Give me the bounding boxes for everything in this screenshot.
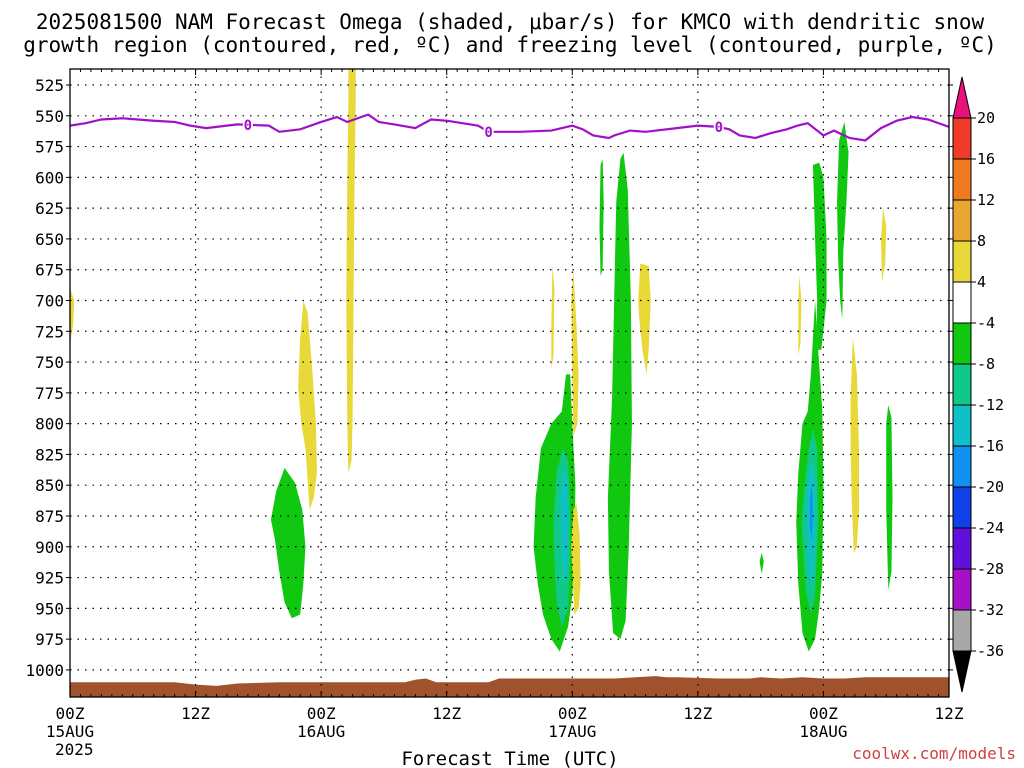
colorbar-label-11: -28	[977, 560, 1004, 578]
omega-region-5	[607, 152, 632, 640]
y-tick-label-550: 550	[35, 107, 64, 126]
y-tick-label-875: 875	[35, 507, 64, 526]
colorbar-swatch-11	[952, 527, 972, 570]
colorbar-swatch-3	[952, 199, 972, 242]
colorbar-label-13: -36	[977, 642, 1004, 660]
x-tick-label-60: 12Z	[683, 704, 712, 723]
freezing-label-bg-1	[483, 124, 494, 138]
colorbar-swatch-12	[952, 568, 972, 611]
colorbar-swatch-6	[952, 322, 972, 365]
omega-region-3	[560, 466, 569, 584]
x-tick-label-84: 12Z	[935, 704, 964, 723]
x-tick-date-72: 18AUG	[799, 722, 847, 741]
omega-region-16	[346, 69, 356, 473]
omega-region-17	[551, 266, 555, 369]
y-tick-label-750: 750	[35, 353, 64, 372]
y-tick-label-1000: 1000	[25, 661, 64, 680]
colorbar-label-4: 4	[977, 273, 986, 291]
y-tick-label-625: 625	[35, 199, 64, 218]
chart-title-line1: 2025081500 NAM Forecast Omega (shaded, μ…	[36, 10, 985, 34]
omega-region-22	[850, 337, 860, 553]
freezing-level-label-0: 0	[244, 118, 252, 134]
x-tick-label-48: 00Z	[558, 704, 587, 723]
colorbar-label-8: -16	[977, 437, 1004, 455]
y-tick-label-925: 925	[35, 569, 64, 588]
omega-region-12	[837, 121, 849, 319]
colorbar-label-3: 8	[977, 232, 986, 250]
omega-region-23	[880, 208, 887, 283]
colorbar-swatch-14	[952, 650, 972, 693]
ground-surface	[70, 676, 949, 697]
x-tick-label-0: 00Z	[56, 704, 85, 723]
omega-region-14	[70, 288, 75, 344]
x-tick-date-24: 16AUG	[297, 722, 345, 741]
colorbar-swatch-1	[952, 117, 972, 160]
colorbar-swatch-10	[952, 486, 972, 529]
colorbar-label-6: -8	[977, 355, 995, 373]
y-tick-label-675: 675	[35, 261, 64, 280]
site-credit: coolwx.com/models	[852, 744, 1016, 763]
omega-region-19	[571, 503, 581, 615]
y-tick-label-525: 525	[35, 76, 64, 95]
x-axis-title: Forecast Time (UTC)	[401, 748, 618, 768]
colorbar-swatch-13	[952, 609, 972, 652]
y-tick-label-775: 775	[35, 384, 64, 403]
freezing-level-layer: 0 0 0	[69, 113, 950, 142]
omega-shading-layer	[70, 69, 949, 697]
colorbar-swatch-4	[952, 240, 972, 283]
colorbar-swatch-8	[952, 404, 972, 447]
y-tick-label-600: 600	[35, 168, 64, 187]
colorbar-swatch-2	[952, 158, 972, 201]
freezing-level-label-2: 0	[715, 120, 723, 136]
freezing-label-bg-2	[713, 119, 724, 133]
y-tick-label-800: 800	[35, 415, 64, 434]
colorbar-swatch-7	[952, 363, 972, 406]
y-tick-label-950: 950	[35, 599, 64, 618]
omega-region-20	[638, 263, 651, 375]
freezing-label-bg-0	[242, 117, 253, 131]
x-tick-year-0: 2025	[55, 740, 94, 759]
omega-region-15	[298, 300, 317, 510]
colorbar-swatch-0	[952, 76, 972, 119]
y-tick-label-700: 700	[35, 291, 64, 310]
x-tick-label-12: 12Z	[181, 704, 210, 723]
x-tick-date-48: 17AUG	[548, 722, 596, 741]
colorbar-label-10: -24	[977, 519, 1004, 537]
y-tick-label-575: 575	[35, 138, 64, 157]
chart-title-line2: growth region (contoured, red, ºC) and f…	[23, 33, 997, 57]
omega-region-6	[759, 552, 764, 574]
colorbar-swatch-9	[952, 445, 972, 488]
colorbar-label-1: 16	[977, 150, 995, 168]
y-tick-label-900: 900	[35, 538, 64, 557]
colorbar-label-9: -20	[977, 478, 1004, 496]
omega-region-4	[599, 158, 604, 276]
y-tick-label-850: 850	[35, 476, 64, 495]
colorbar-label-0: 20	[977, 109, 995, 127]
x-tick-label-24: 00Z	[307, 704, 336, 723]
colorbar-label-7: -12	[977, 396, 1004, 414]
y-tick-label-825: 825	[35, 445, 64, 464]
x-tick-label-72: 00Z	[809, 704, 838, 723]
x-tick-label-36: 12Z	[432, 704, 461, 723]
omega-region-0	[270, 467, 306, 619]
omega-region-21	[798, 275, 802, 356]
x-tick-date-0: 15AUG	[46, 722, 94, 741]
axes-layer: 525 550 575 600 625 650 675 700 725 750 775 800 825 8…	[25, 68, 964, 759]
omega-colorbar: 20 16 12 8 4 -4 -8 -12 -16 -20 -24 -28 -32 -36	[952, 76, 1004, 693]
y-tick-label-650: 650	[35, 230, 64, 249]
colorbar-label-12: -32	[977, 601, 1004, 619]
colorbar-swatch-5	[952, 281, 972, 324]
omega-region-18	[571, 269, 579, 436]
colorbar-label-2: 12	[977, 191, 995, 209]
omega-region-13	[886, 405, 893, 590]
freezing-level-label-1: 0	[484, 125, 492, 141]
y-tick-label-975: 975	[35, 630, 64, 649]
colorbar-label-5: -4	[977, 314, 995, 332]
omega-region-11	[809, 482, 813, 541]
freezing-level-line	[69, 113, 950, 142]
y-tick-label-725: 725	[35, 322, 64, 341]
